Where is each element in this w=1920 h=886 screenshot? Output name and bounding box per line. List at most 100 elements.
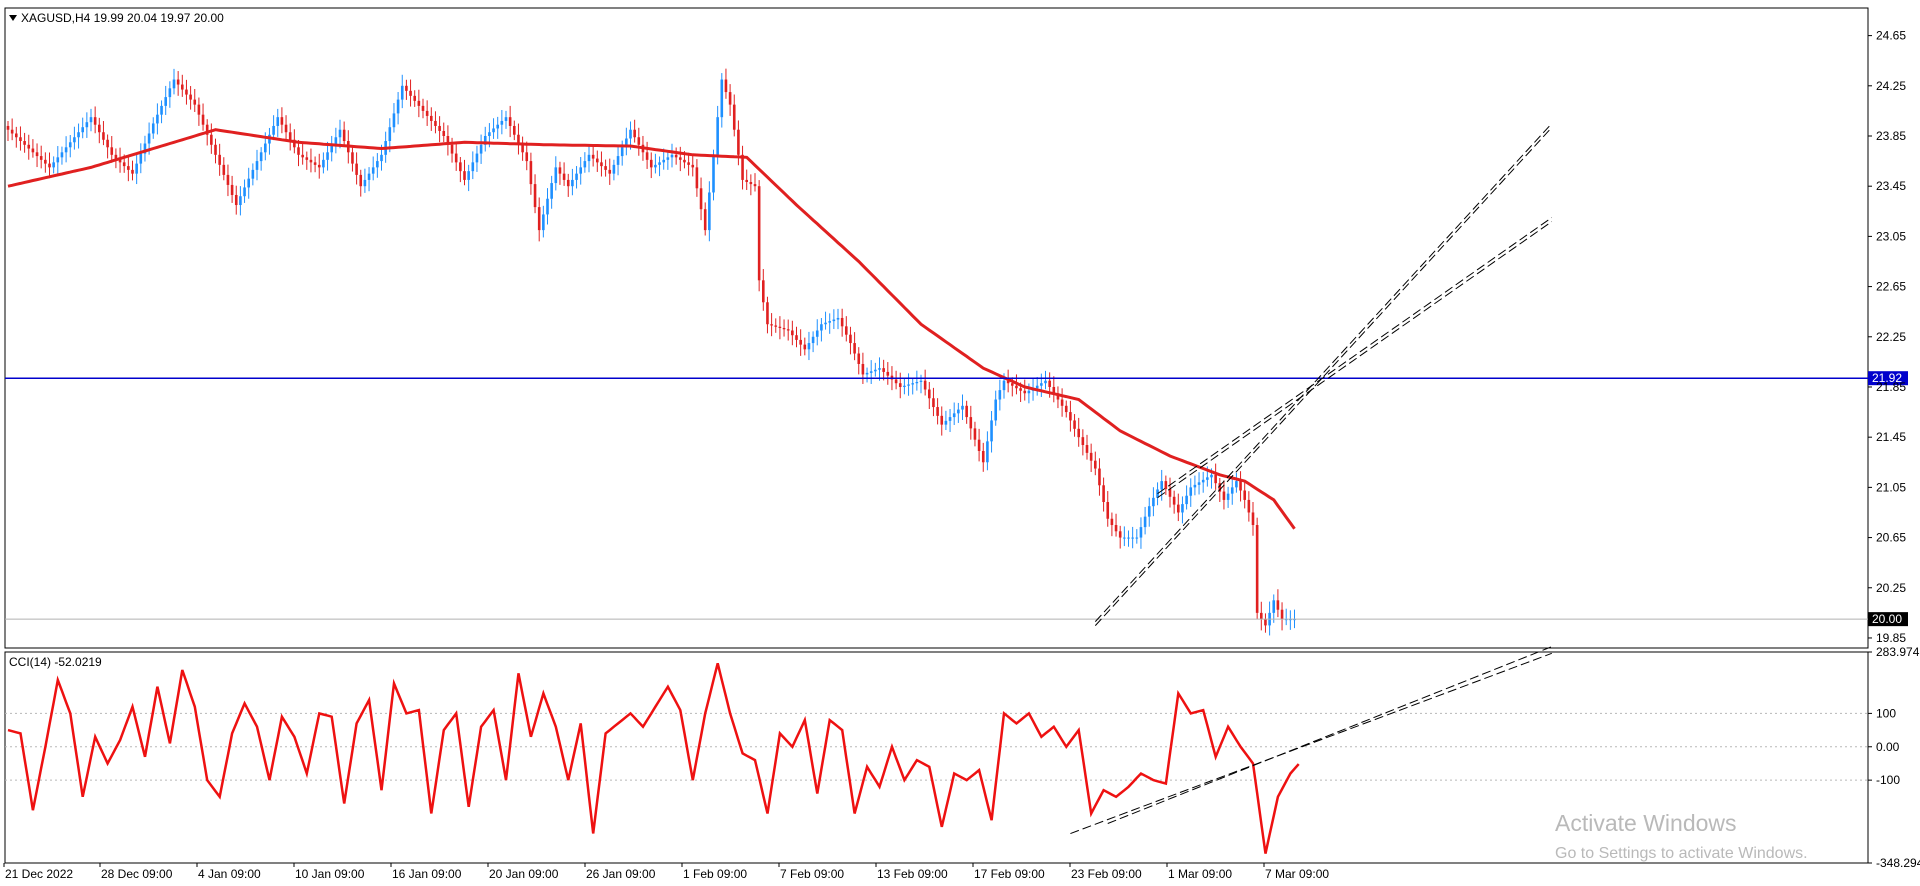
candle-body [288, 132, 292, 140]
candlestick-series [6, 68, 1296, 636]
main-price-panel[interactable]: XAGUSD,H4 19.99 20.04 19.97 20.00 21.922… [4, 7, 1908, 649]
candle-body [405, 85, 408, 91]
candle-body [699, 188, 703, 210]
trendline-dashed [1157, 217, 1553, 495]
candle [77, 123, 80, 149]
candle [446, 125, 450, 156]
candle-body [625, 138, 628, 148]
candle-body [31, 148, 35, 153]
time-tick-label: 21 Dec 2022 [5, 867, 73, 881]
candle-body [35, 152, 39, 157]
time-tick-label: 26 Jan 09:00 [586, 867, 656, 881]
candle-body [745, 179, 748, 183]
cci-indicator-panel[interactable]: CCI(14) -52.0219 [4, 646, 1869, 864]
candle [1160, 469, 1163, 501]
price-tick-label: 22.25 [1876, 330, 1906, 344]
candle [840, 308, 844, 337]
price-tick-label: 21.45 [1876, 430, 1906, 444]
candle [496, 116, 499, 139]
candle-body [230, 184, 234, 195]
symbol-ohlc-label: XAGUSD,H4 19.99 20.04 19.97 20.00 [21, 11, 224, 25]
candle-body [911, 383, 914, 385]
candle-body [1035, 385, 1039, 389]
candle [703, 202, 707, 236]
candle-body [1172, 496, 1176, 505]
candle [288, 123, 292, 151]
candle [969, 405, 973, 440]
candle [857, 347, 861, 375]
candle [604, 159, 607, 177]
candle [27, 134, 31, 160]
candle [1152, 487, 1155, 517]
candle [44, 152, 47, 173]
candle-body [264, 143, 267, 153]
candle [948, 408, 952, 433]
candle-body [143, 143, 147, 154]
candle-body [857, 353, 861, 364]
candle-body [1251, 512, 1255, 526]
candle [612, 159, 616, 181]
candle [1023, 379, 1027, 401]
current-price-label: 20.00 [1872, 612, 1902, 626]
candle [230, 175, 234, 203]
candle [255, 149, 259, 181]
candle [89, 108, 93, 132]
candle [986, 431, 989, 471]
candle [600, 151, 603, 177]
candle-body [786, 329, 790, 331]
candle-body [566, 179, 570, 187]
price-tick-label: 20.25 [1876, 581, 1906, 595]
candle-body [1147, 506, 1151, 517]
price-tick-label: 24.65 [1876, 29, 1906, 43]
candle-body [234, 194, 238, 206]
candle [679, 146, 682, 172]
candle-body [1264, 619, 1267, 626]
candle [616, 144, 620, 176]
candle-body [400, 85, 404, 100]
candle [371, 156, 375, 181]
candle [305, 151, 309, 170]
time-tick-label: 10 Jan 09:00 [295, 867, 365, 881]
candle [479, 134, 483, 164]
candle [865, 367, 869, 383]
candle [156, 103, 159, 135]
candle-body [811, 336, 815, 344]
candle [85, 112, 89, 138]
candle [430, 107, 433, 131]
candle [720, 73, 724, 128]
candle-body [471, 162, 475, 172]
candle-body [463, 171, 466, 180]
candle-body [147, 133, 151, 144]
candle [608, 158, 612, 185]
candle [525, 141, 529, 171]
candle-body [1040, 383, 1043, 386]
candle-body [977, 439, 981, 451]
dropdown-triangle-icon[interactable] [9, 15, 17, 21]
candle-body [986, 441, 989, 463]
time-tick-label: 23 Feb 09:00 [1071, 867, 1142, 881]
candle [376, 153, 379, 178]
candle-body [1160, 481, 1163, 490]
candle-body [205, 124, 209, 135]
candle-body [679, 157, 682, 160]
candle [106, 134, 109, 159]
candle-body [683, 159, 686, 163]
candle-body [1139, 527, 1143, 538]
candle [492, 118, 495, 139]
price-axis: 24.65 24.25 23.85 23.45 23.05 22.65 22.25 21.85… [1868, 29, 1906, 645]
candle-body [39, 156, 43, 160]
candle-body [77, 132, 80, 138]
candle-body [1056, 393, 1060, 400]
candle-body [1214, 474, 1217, 484]
horizontal-level-tag [1868, 371, 1908, 386]
candle [355, 152, 358, 185]
candle [334, 127, 338, 154]
candle [301, 143, 304, 165]
candle [259, 147, 263, 171]
activation-watermark-subtitle: Go to Settings to activate Windows. [1555, 845, 1808, 862]
candle [102, 121, 105, 146]
candle-body [1085, 445, 1089, 453]
candle-body [1210, 474, 1213, 478]
candle-body [546, 198, 549, 215]
